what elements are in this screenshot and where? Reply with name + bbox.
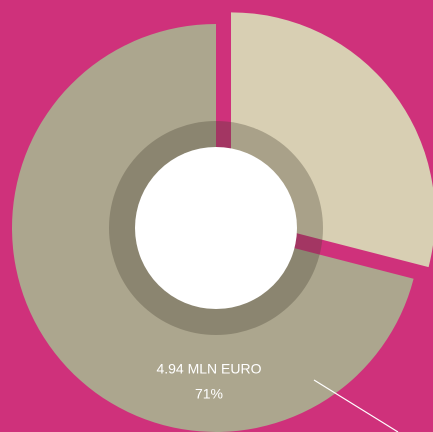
donut-hole bbox=[135, 147, 297, 309]
labels: 4.94 MLN EURO 71% bbox=[156, 361, 261, 402]
slice-amount-label: 4.94 MLN EURO bbox=[156, 361, 261, 377]
slice-value-label: 71% bbox=[195, 386, 223, 402]
leader-line bbox=[313, 379, 399, 432]
